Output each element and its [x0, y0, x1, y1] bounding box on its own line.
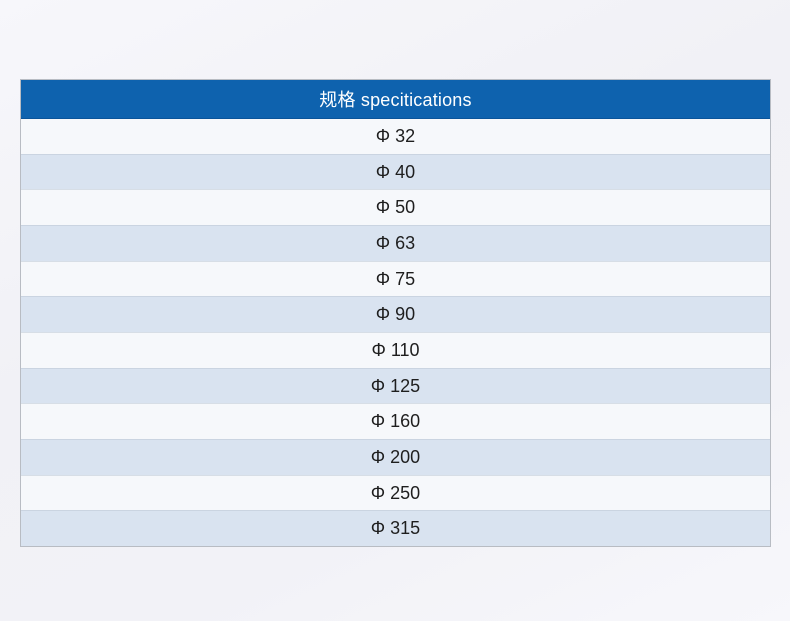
table-row: Φ 160 — [21, 403, 770, 440]
table-row: Φ 90 — [21, 296, 770, 333]
table-row: Φ 200 — [21, 439, 770, 475]
table-row: Φ 125 — [21, 367, 770, 404]
row-label: Φ 125 — [370, 375, 421, 396]
table-row: Φ 50 — [21, 189, 770, 226]
row-label: Φ 250 — [370, 482, 421, 503]
specifications-table: 规格 specitications Φ 32 Φ 40 Φ 50 Φ 63 Φ 75 Φ … — [20, 79, 771, 547]
row-label: Φ 50 — [375, 197, 416, 218]
row-label: Φ 110 — [371, 339, 420, 360]
table-row: Φ 40 — [21, 153, 770, 190]
table-row: Φ 110 — [21, 332, 770, 368]
table-header-label: 规格 specitications — [319, 90, 472, 110]
row-label: Φ 75 — [375, 268, 416, 289]
table-row: Φ 250 — [21, 474, 770, 511]
row-label: Φ 200 — [370, 446, 421, 467]
row-label: Φ 315 — [370, 518, 421, 539]
table-row: Φ 75 — [21, 260, 770, 297]
row-label: Φ 63 — [375, 232, 416, 253]
row-label: Φ 160 — [370, 411, 421, 432]
table-row: Φ 63 — [21, 225, 770, 261]
row-label: Φ 32 — [375, 125, 416, 146]
row-label: Φ 90 — [375, 304, 416, 325]
table-header: 规格 specitications — [21, 80, 770, 119]
table-body: Φ 32 Φ 40 Φ 50 Φ 63 Φ 75 Φ 90 Φ 110 Φ 125 Φ 160 Φ… — [21, 119, 770, 547]
table-row: Φ 315 — [21, 510, 770, 547]
table-row: Φ 32 — [21, 119, 770, 154]
row-label: Φ 40 — [375, 161, 416, 182]
